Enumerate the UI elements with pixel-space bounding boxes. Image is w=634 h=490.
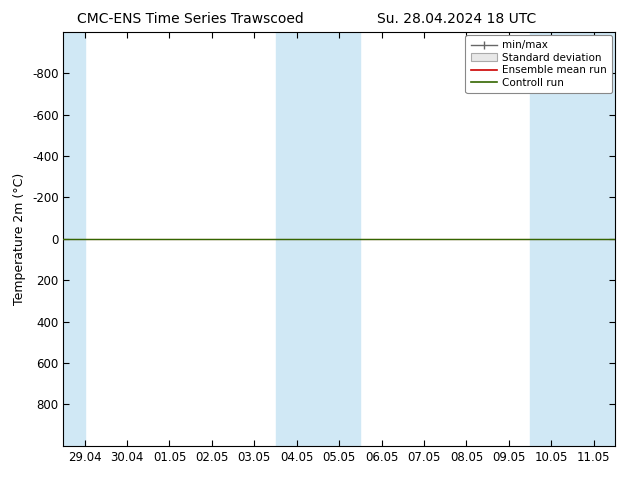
Bar — [276, 32, 318, 446]
Text: Su. 28.04.2024 18 UTC: Su. 28.04.2024 18 UTC — [377, 12, 536, 26]
Bar — [63, 32, 84, 446]
Bar — [530, 32, 615, 446]
Bar — [318, 32, 360, 446]
Y-axis label: Temperature 2m (°C): Temperature 2m (°C) — [13, 173, 27, 305]
Legend: min/max, Standard deviation, Ensemble mean run, Controll run: min/max, Standard deviation, Ensemble me… — [465, 35, 612, 93]
Text: CMC-ENS Time Series Trawscoed: CMC-ENS Time Series Trawscoed — [77, 12, 304, 26]
